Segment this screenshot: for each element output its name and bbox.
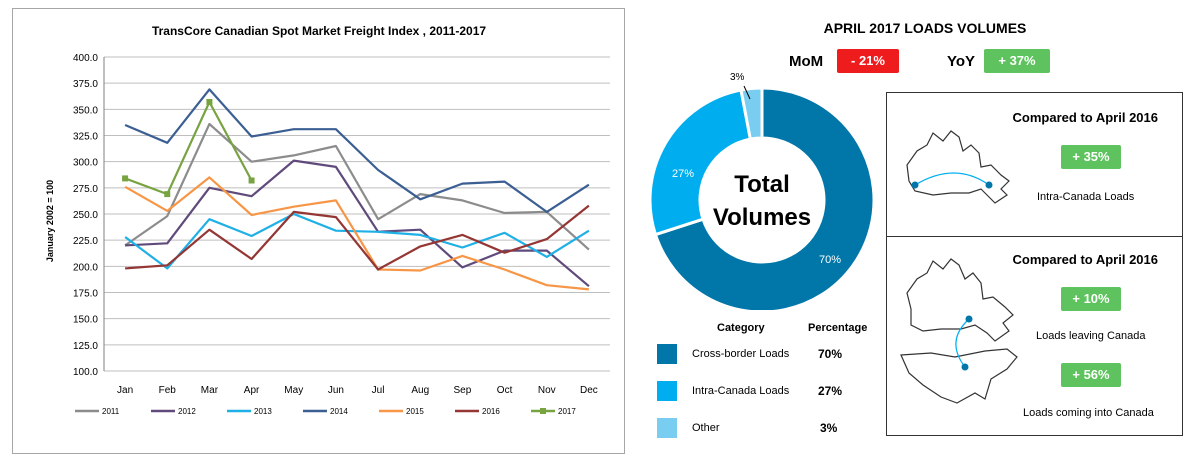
- legend-label-2017: 2017: [558, 407, 576, 416]
- map-dot-canada: [965, 315, 973, 323]
- donut-title: APRIL 2017 LOADS VOLUMES: [823, 20, 1027, 36]
- box2-title: Compared to April 2016: [1012, 252, 1158, 267]
- north-america-map-icon: [900, 258, 1018, 404]
- series-point-2017: [122, 175, 129, 182]
- map-dot-east: [985, 181, 993, 189]
- legend-label-2013: 2013: [254, 407, 272, 416]
- line-chart-panel: TransCore Canadian Spot Market Freight I…: [12, 8, 625, 454]
- series-line-2015: [124, 176, 590, 291]
- box2-badge-in: + 56%: [1061, 363, 1121, 387]
- y-tick-label: 300.0: [73, 158, 98, 169]
- donut-slice-cross-border: [653, 86, 876, 310]
- yoy-badge: + 37%: [984, 49, 1050, 73]
- legend-label-cross-border: Cross-border Loads: [692, 348, 790, 360]
- y-tick-label: 400.0: [73, 53, 98, 64]
- donut-label-cross-border: 70%: [819, 254, 841, 266]
- x-tick-label: Mar: [201, 385, 219, 396]
- series-point-2017: [206, 99, 213, 106]
- legend-swatch-cross-border: [657, 344, 677, 364]
- series-line-2017: [124, 100, 253, 196]
- y-tick-label: 150.0: [73, 315, 98, 326]
- y-tick-label: 275.0: [73, 184, 98, 195]
- intra-arc: [914, 172, 990, 186]
- cross-border-box: Compared to April 2016 + 10% Loads leavi…: [886, 236, 1183, 436]
- series-line-2014: [124, 88, 590, 213]
- box1-caption: Intra-Canada Loads: [1037, 191, 1135, 203]
- series-line-2011: [124, 122, 590, 251]
- legend-label-other: Other: [692, 422, 720, 434]
- x-tick-label: Aug: [411, 385, 429, 396]
- x-tick-label: Oct: [497, 385, 513, 396]
- box1-badge: + 35%: [1061, 145, 1121, 169]
- legend-label-2011: 2011: [102, 407, 120, 416]
- legend-pct-cross-border: 70%: [818, 347, 843, 361]
- box2-caption-in: Loads coming into Canada: [1023, 407, 1154, 419]
- y-tick-label: 125.0: [73, 341, 98, 352]
- legend-pct-other: 3%: [820, 421, 838, 435]
- series-point-2017: [164, 191, 171, 198]
- legend-swatch-other: [657, 418, 677, 438]
- canada-outline: [906, 130, 1010, 204]
- line-chart-title: TransCore Canadian Spot Market Freight I…: [152, 24, 486, 38]
- y-axis-label: January 2002 = 100: [45, 180, 55, 262]
- donut-label-intra-canada: 27%: [672, 168, 694, 180]
- x-tick-label: Nov: [538, 385, 556, 396]
- legend-header-percentage: Percentage: [808, 322, 868, 334]
- mom-label: MoM: [789, 53, 824, 70]
- box2-badge-out: + 10%: [1061, 287, 1121, 311]
- legend-label-2014: 2014: [330, 407, 348, 416]
- x-tick-label: Feb: [159, 385, 177, 396]
- donut-chart: 70% 27% 3% Total Volumes: [648, 72, 876, 310]
- y-tick-label: 200.0: [73, 262, 98, 273]
- map-dot-west: [911, 181, 919, 189]
- x-tick-label: Sep: [454, 385, 472, 396]
- x-tick-label: Dec: [580, 385, 598, 396]
- map-dot-usa: [961, 363, 969, 371]
- y-tick-label: 325.0: [73, 132, 98, 143]
- y-tick-label: 250.0: [73, 210, 98, 221]
- legend-swatch-intra-canada: [657, 381, 677, 401]
- y-tick-label: 225.0: [73, 236, 98, 247]
- donut-label-other: 3%: [730, 72, 745, 83]
- y-tick-label: 375.0: [73, 79, 98, 90]
- y-tick-label: 350.0: [73, 105, 98, 116]
- series-line-2013: [124, 212, 590, 270]
- x-tick-label: Jun: [328, 385, 344, 396]
- y-tick-label: 175.0: [73, 289, 98, 300]
- yoy-label: YoY: [947, 53, 976, 70]
- legend-pct-intra-canada: 27%: [818, 384, 843, 398]
- series-line-2012: [125, 159, 590, 288]
- x-tick-label: Jan: [117, 385, 133, 396]
- legend-marker-2017: [540, 408, 546, 414]
- series-line-2016: [125, 204, 590, 271]
- box2-caption-out: Loads leaving Canada: [1036, 330, 1146, 342]
- usa-outline: [900, 348, 1018, 404]
- legend-label-2015: 2015: [406, 407, 424, 416]
- intra-canada-box: Compared to April 2016 + 35% Intra-Canad…: [886, 92, 1183, 237]
- x-tick-label: Apr: [244, 385, 260, 396]
- x-tick-label: May: [284, 385, 303, 396]
- donut-slice-intra-canada: [648, 88, 753, 237]
- mom-badge: - 21%: [837, 49, 899, 73]
- x-tick-label: Jul: [372, 385, 385, 396]
- series-point-2017: [248, 177, 255, 184]
- line-chart: TransCore Canadian Spot Market Freight I…: [45, 24, 610, 416]
- y-tick-label: 100.0: [73, 367, 98, 378]
- legend-label-intra-canada: Intra-Canada Loads: [692, 385, 790, 397]
- donut-center-line2: Volumes: [713, 204, 811, 231]
- loads-volumes-panel: APRIL 2017 LOADS VOLUMES MoM - 21% YoY +…: [640, 0, 1200, 464]
- other-leader-line: [743, 85, 751, 100]
- box1-title: Compared to April 2016: [1012, 110, 1158, 125]
- donut-center-line1: Total: [734, 171, 790, 198]
- legend-label-2012: 2012: [178, 407, 196, 416]
- donut-slice-other: [739, 86, 764, 141]
- cross-border-arc: [955, 318, 970, 368]
- legend-label-2016: 2016: [482, 407, 500, 416]
- legend-header-category: Category: [717, 322, 765, 334]
- canada-map-icon: [906, 130, 1010, 204]
